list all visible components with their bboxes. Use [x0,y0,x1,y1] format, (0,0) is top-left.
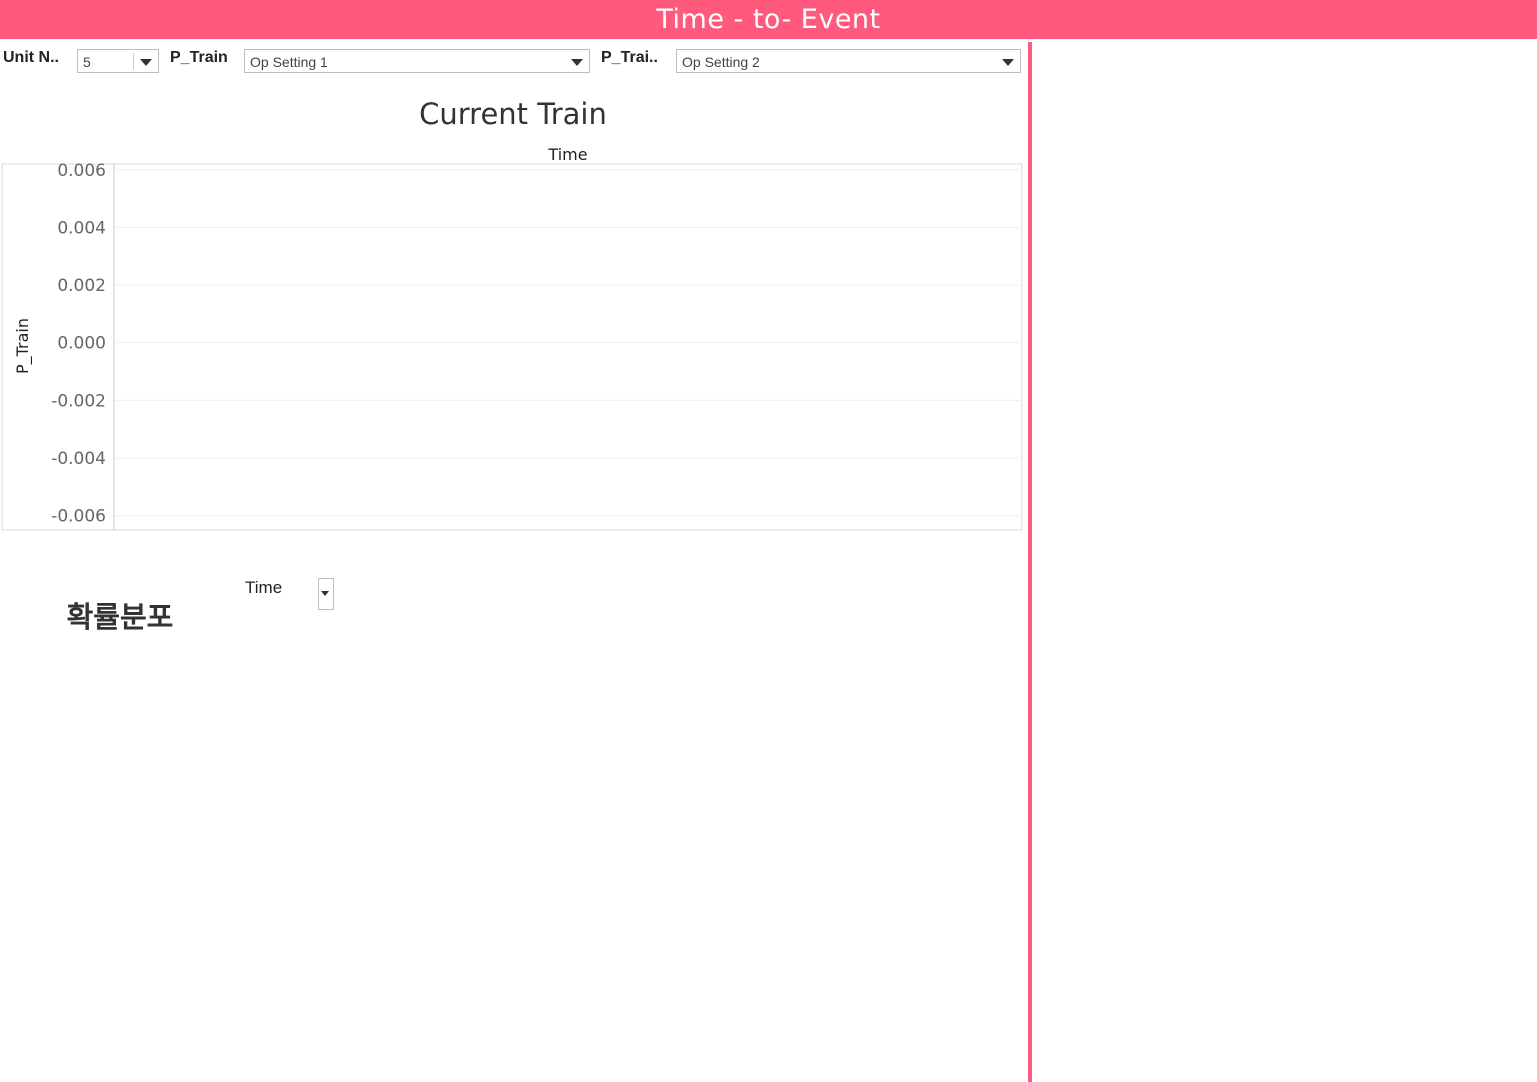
p-train-select-1-value: Op Setting 1 [250,54,328,70]
p-train-filter-label: P_Train [170,49,228,66]
chevron-down-icon[interactable] [571,59,583,66]
dashboard-title: Time - to- Event [0,0,1537,39]
chevron-down-icon[interactable] [140,59,152,66]
p-train-select-2[interactable]: Op Setting 2 [676,49,1021,73]
distribution-title: 확률분포 [66,600,174,634]
current-train-ylabel: P_Train [13,318,33,374]
current-train-title: Current Train [419,97,607,131]
current-train-xlabel: Time [547,145,587,164]
chevron-down-icon[interactable] [1002,59,1014,66]
unit-select-value: 5 [83,54,91,70]
current-train-ytick: 0.006 [57,161,106,181]
distribution-time-select[interactable] [318,578,334,610]
current-train-ytick: 0.002 [57,276,106,296]
distribution-time-label: Time [245,578,283,597]
current-train-ytick: -0.004 [51,449,106,469]
section-divider [1028,42,1032,1082]
current-train-ytick: 0.004 [57,218,106,238]
current-train-ytick: -0.006 [51,507,106,527]
p-train-2-filter-label: P_Trai.. [601,49,658,66]
chevron-down-icon[interactable] [321,591,329,596]
unit-filter-label: Unit N.. [3,49,59,66]
current-train-ytick: 0.000 [57,334,106,354]
p-train-select-1[interactable]: Op Setting 1 [244,49,590,73]
current-train-ytick: -0.002 [51,391,106,411]
unit-select[interactable]: 5 [77,49,159,73]
current-train-frame [1,163,1023,531]
select-separator [133,53,134,70]
p-train-select-2-value: Op Setting 2 [682,54,760,70]
